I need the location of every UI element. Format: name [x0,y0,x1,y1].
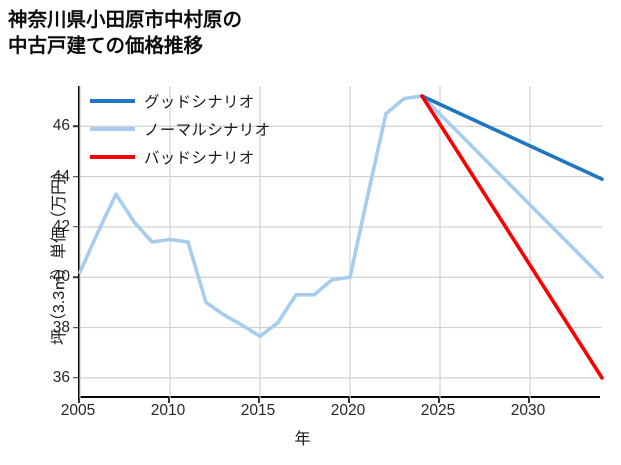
y-tick-label: 36 [52,368,70,386]
plot-area [78,86,604,398]
y-tick-mark [73,226,78,228]
y-tick-mark [73,326,78,329]
y-tick-label: 42 [52,217,70,235]
y-tick-mark [73,377,78,379]
x-tick-label: 2030 [510,402,546,419]
chart-legend: グッドシナリオ ノーマルシナリオ バッドシナリオ [90,90,270,168]
y-axis-label: 坪（3.3㎡）単価（万円） [51,162,68,346]
x-tick-mark [528,398,530,403]
page-title: 神奈川県小田原市中村原の 中古戸建ての価格推移 [8,9,243,57]
x-tick-label: 2015 [240,402,276,419]
legend-swatch-normal [90,126,135,132]
gridlines [79,86,602,398]
x-tick-mark [168,398,170,403]
y-tick-label: 44 [52,167,70,185]
series-line-ノーマルシナリオ [78,94,604,339]
y-tick-label: 38 [52,318,70,336]
x-tick-label: 2025 [420,402,456,419]
y-tick-mark [73,276,78,279]
y-tick-label: 46 [52,117,70,135]
legend-label-normal: ノーマルシナリオ [144,122,271,139]
x-axis-label-text: 年 [294,431,311,448]
y-tick-mark [73,125,78,128]
legend-label-bad: バッドシナリオ [144,150,255,167]
legend-swatch-bad [90,154,135,160]
x-tick-label: 2010 [150,402,186,419]
x-tick-mark [258,398,260,403]
x-tick-label: 2020 [330,402,366,419]
legend-item-good[interactable]: グッドシナリオ [90,90,270,112]
legend-item-normal[interactable]: ノーマルシナリオ [90,118,270,140]
x-tick-mark [78,398,80,403]
x-axis-label: 年 [0,425,621,449]
y-tick-label: 40 [52,268,70,286]
x-tick-mark [438,398,440,403]
series-line-グッドシナリオ [420,94,604,181]
series-lines [78,94,604,380]
x-tick-mark [348,398,350,403]
legend-item-bad[interactable]: バッドシナリオ [90,146,270,168]
legend-label-good: グッドシナリオ [144,94,255,111]
legend-swatch-good [90,98,135,104]
series-line-バッドシナリオ [420,94,604,380]
y-tick-mark [73,175,78,178]
x-tick-label: 2005 [60,402,96,419]
